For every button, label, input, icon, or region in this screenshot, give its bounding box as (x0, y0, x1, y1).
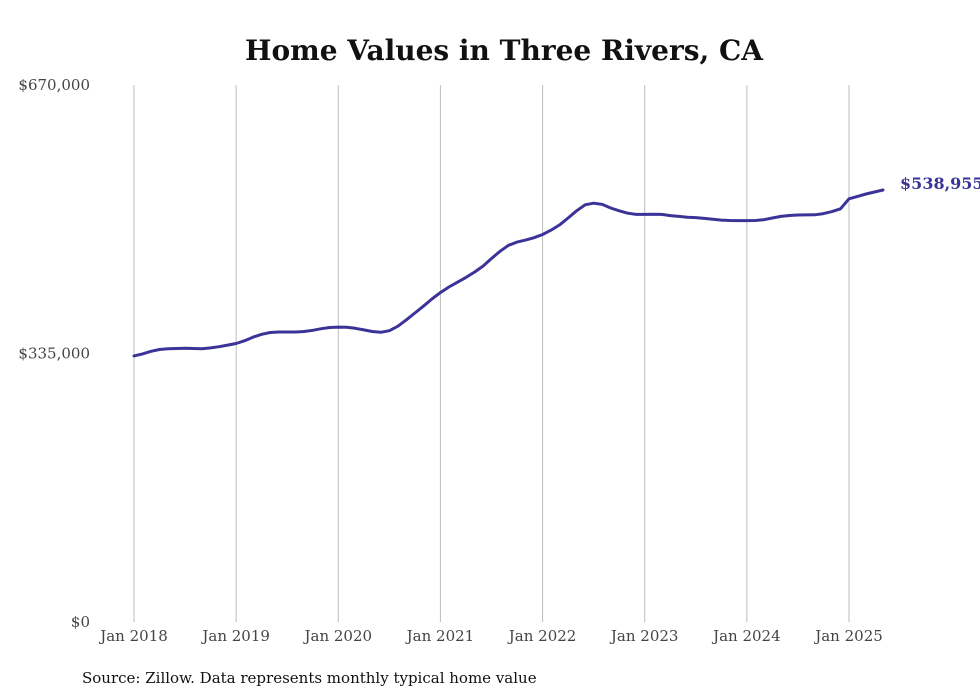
chart-title: Home Values in Three Rivers, CA (245, 34, 764, 67)
y-axis: $0 $335,000 $670,000 (18, 76, 90, 631)
x-axis: Jan 2018 Jan 2019 Jan 2020 Jan 2021 Jan 2022… (98, 627, 883, 645)
y-tick-label: $335,000 (18, 345, 90, 363)
x-tick-label: Jan 2024 (711, 627, 781, 645)
x-tick-label: Jan 2020 (303, 627, 373, 645)
series-line (132, 188, 885, 358)
series-layer: $538,955 (132, 174, 980, 358)
end-value-label: $538,955 (900, 174, 980, 193)
source-note: Source: Zillow. Data represents monthly … (82, 669, 537, 687)
x-tick-label: Jan 2019 (200, 627, 270, 645)
x-tick-label: Jan 2022 (507, 627, 577, 645)
grid-layer (133, 85, 850, 622)
x-tick-label: Jan 2018 (98, 627, 168, 645)
y-tick-label: $0 (71, 613, 90, 631)
x-tick-label: Jan 2021 (405, 627, 475, 645)
x-tick-label: Jan 2025 (813, 627, 883, 645)
y-tick-label: $670,000 (18, 76, 90, 94)
x-tick-label: Jan 2023 (609, 627, 679, 645)
